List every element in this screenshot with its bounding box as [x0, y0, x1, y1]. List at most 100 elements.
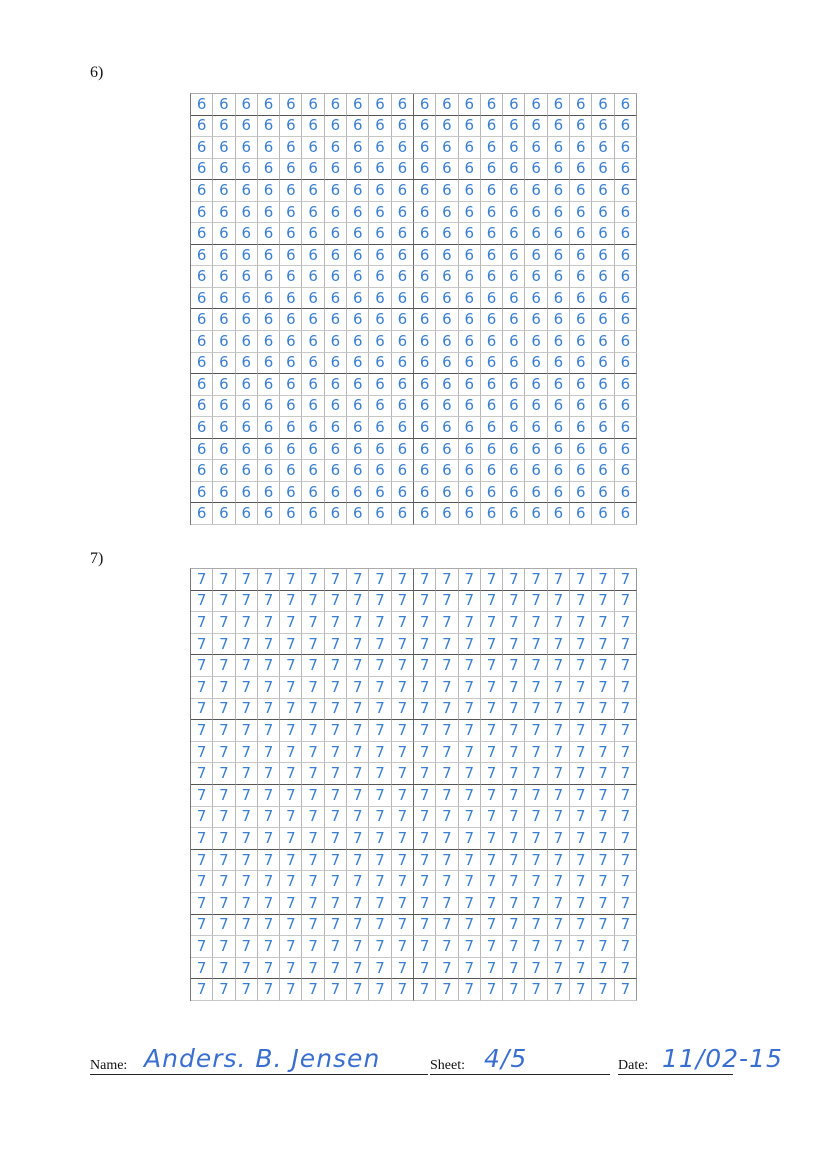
- digit-cell: 6: [503, 309, 526, 332]
- digit-cell: 7: [257, 698, 281, 721]
- digit-cell: 7: [235, 720, 258, 742]
- digit-cell: 6: [280, 287, 303, 310]
- digit-cell: 6: [503, 223, 526, 245]
- digit-cell: 6: [503, 460, 526, 482]
- digit-cell: 6: [413, 137, 437, 159]
- digit-cell: 6: [324, 201, 348, 224]
- digit-cell: 6: [213, 395, 236, 418]
- digit-cell: 6: [324, 266, 348, 288]
- digit-cell: 6: [614, 244, 637, 267]
- digit-cell: 6: [213, 287, 236, 310]
- digit-cell: 6: [503, 180, 526, 202]
- digit-cell: 7: [302, 720, 325, 742]
- digit-cell: 6: [503, 137, 526, 159]
- digit-cell: 7: [503, 633, 526, 656]
- digit-cell: 7: [570, 871, 593, 893]
- digit-cell: 6: [347, 137, 370, 159]
- digit-cell: 7: [235, 849, 258, 872]
- digit-cell: 7: [592, 914, 615, 937]
- digit-cell: 6: [347, 309, 370, 332]
- digit-cell: 6: [257, 94, 281, 116]
- digit-cell: 6: [391, 309, 414, 332]
- digit-cell: 7: [547, 569, 571, 591]
- digit-cell: 7: [570, 763, 593, 785]
- digit-cell: 6: [480, 94, 504, 116]
- digit-cell: 7: [191, 785, 214, 807]
- digit-cell: 6: [547, 180, 571, 202]
- digit-cell: 7: [413, 957, 437, 980]
- digit-cell: 7: [369, 698, 392, 721]
- digit-cell: 7: [191, 677, 214, 699]
- digit-cell: 7: [191, 590, 214, 613]
- digit-cell: 6: [302, 223, 325, 245]
- digit-cell: 7: [480, 806, 504, 829]
- digit-cell: 7: [235, 590, 258, 613]
- digit-cell: 6: [480, 158, 504, 181]
- sheet-label: Sheet:: [430, 1058, 465, 1073]
- digit-cell: 7: [347, 633, 370, 656]
- digit-cell: 6: [391, 158, 414, 181]
- digit-cell: 6: [413, 266, 437, 288]
- digit-cell: 6: [213, 352, 236, 375]
- digit-cell: 6: [280, 223, 303, 245]
- digit-cell: 7: [369, 914, 392, 937]
- digit-cell: 7: [503, 828, 526, 850]
- digit-cell: 7: [503, 720, 526, 742]
- digit-cell: 7: [257, 871, 281, 893]
- digit-cell: 6: [213, 244, 236, 267]
- digit-cell: 7: [458, 741, 481, 764]
- digit-cell: 6: [458, 503, 481, 525]
- digit-cell: 7: [191, 741, 214, 764]
- digit-cell: 7: [235, 612, 258, 634]
- digit-cell: 7: [436, 871, 459, 893]
- digit-cell: 6: [213, 331, 236, 353]
- digit-cell: 7: [480, 633, 504, 656]
- digit-cell: 7: [592, 741, 615, 764]
- digit-cell: 7: [369, 828, 392, 850]
- digit-cell: 7: [257, 720, 281, 742]
- digit-cell: 6: [324, 460, 348, 482]
- digit-cell: 7: [503, 655, 526, 677]
- digit-cell: 7: [391, 914, 414, 937]
- footer: Name: Anders. B. Jensen Sheet: 4/5 Date:…: [90, 1042, 790, 1082]
- digit-cell: 6: [592, 137, 615, 159]
- digit-cell: 6: [592, 244, 615, 267]
- digit-cell: 7: [347, 914, 370, 937]
- digit-cell: 7: [570, 698, 593, 721]
- digit-cell: 6: [369, 287, 392, 310]
- digit-cell: 7: [614, 893, 637, 915]
- digit-cell: 7: [213, 720, 236, 742]
- digit-cell: 6: [547, 481, 571, 504]
- digit-cell: 6: [570, 309, 593, 332]
- digit-cell: 7: [480, 871, 504, 893]
- digit-cell: 6: [302, 352, 325, 375]
- digit-cell: 7: [413, 633, 437, 656]
- digit-cell: 7: [592, 849, 615, 872]
- digit-cell: 6: [280, 352, 303, 375]
- digit-cell: 7: [458, 612, 481, 634]
- digit-cell: 6: [369, 201, 392, 224]
- digit-cell: 6: [280, 266, 303, 288]
- digit-cell: 7: [369, 785, 392, 807]
- digit-cell: 7: [525, 612, 548, 634]
- digit-cell: 7: [302, 612, 325, 634]
- digit-cell: 6: [570, 94, 593, 116]
- digit-cell: 7: [614, 590, 637, 613]
- digit-cell: 6: [191, 417, 214, 439]
- digit-cell: 7: [324, 828, 348, 850]
- digit-cell: 6: [480, 201, 504, 224]
- digit-cell: 7: [436, 741, 459, 764]
- digit-cell: 7: [480, 677, 504, 699]
- digit-cell: 7: [614, 763, 637, 785]
- digit-cell: 6: [570, 438, 593, 461]
- digit-cell: 6: [213, 309, 236, 332]
- digit-cell: 6: [592, 180, 615, 202]
- digit-cell: 7: [413, 655, 437, 677]
- digit-cell: 7: [480, 655, 504, 677]
- digit-cell: 6: [592, 374, 615, 396]
- digit-cell: 7: [525, 979, 548, 1001]
- digit-cell: 6: [570, 460, 593, 482]
- name-value: Anders. B. Jensen: [144, 1044, 381, 1073]
- digit-cell: 7: [324, 655, 348, 677]
- digit-cell: 6: [458, 137, 481, 159]
